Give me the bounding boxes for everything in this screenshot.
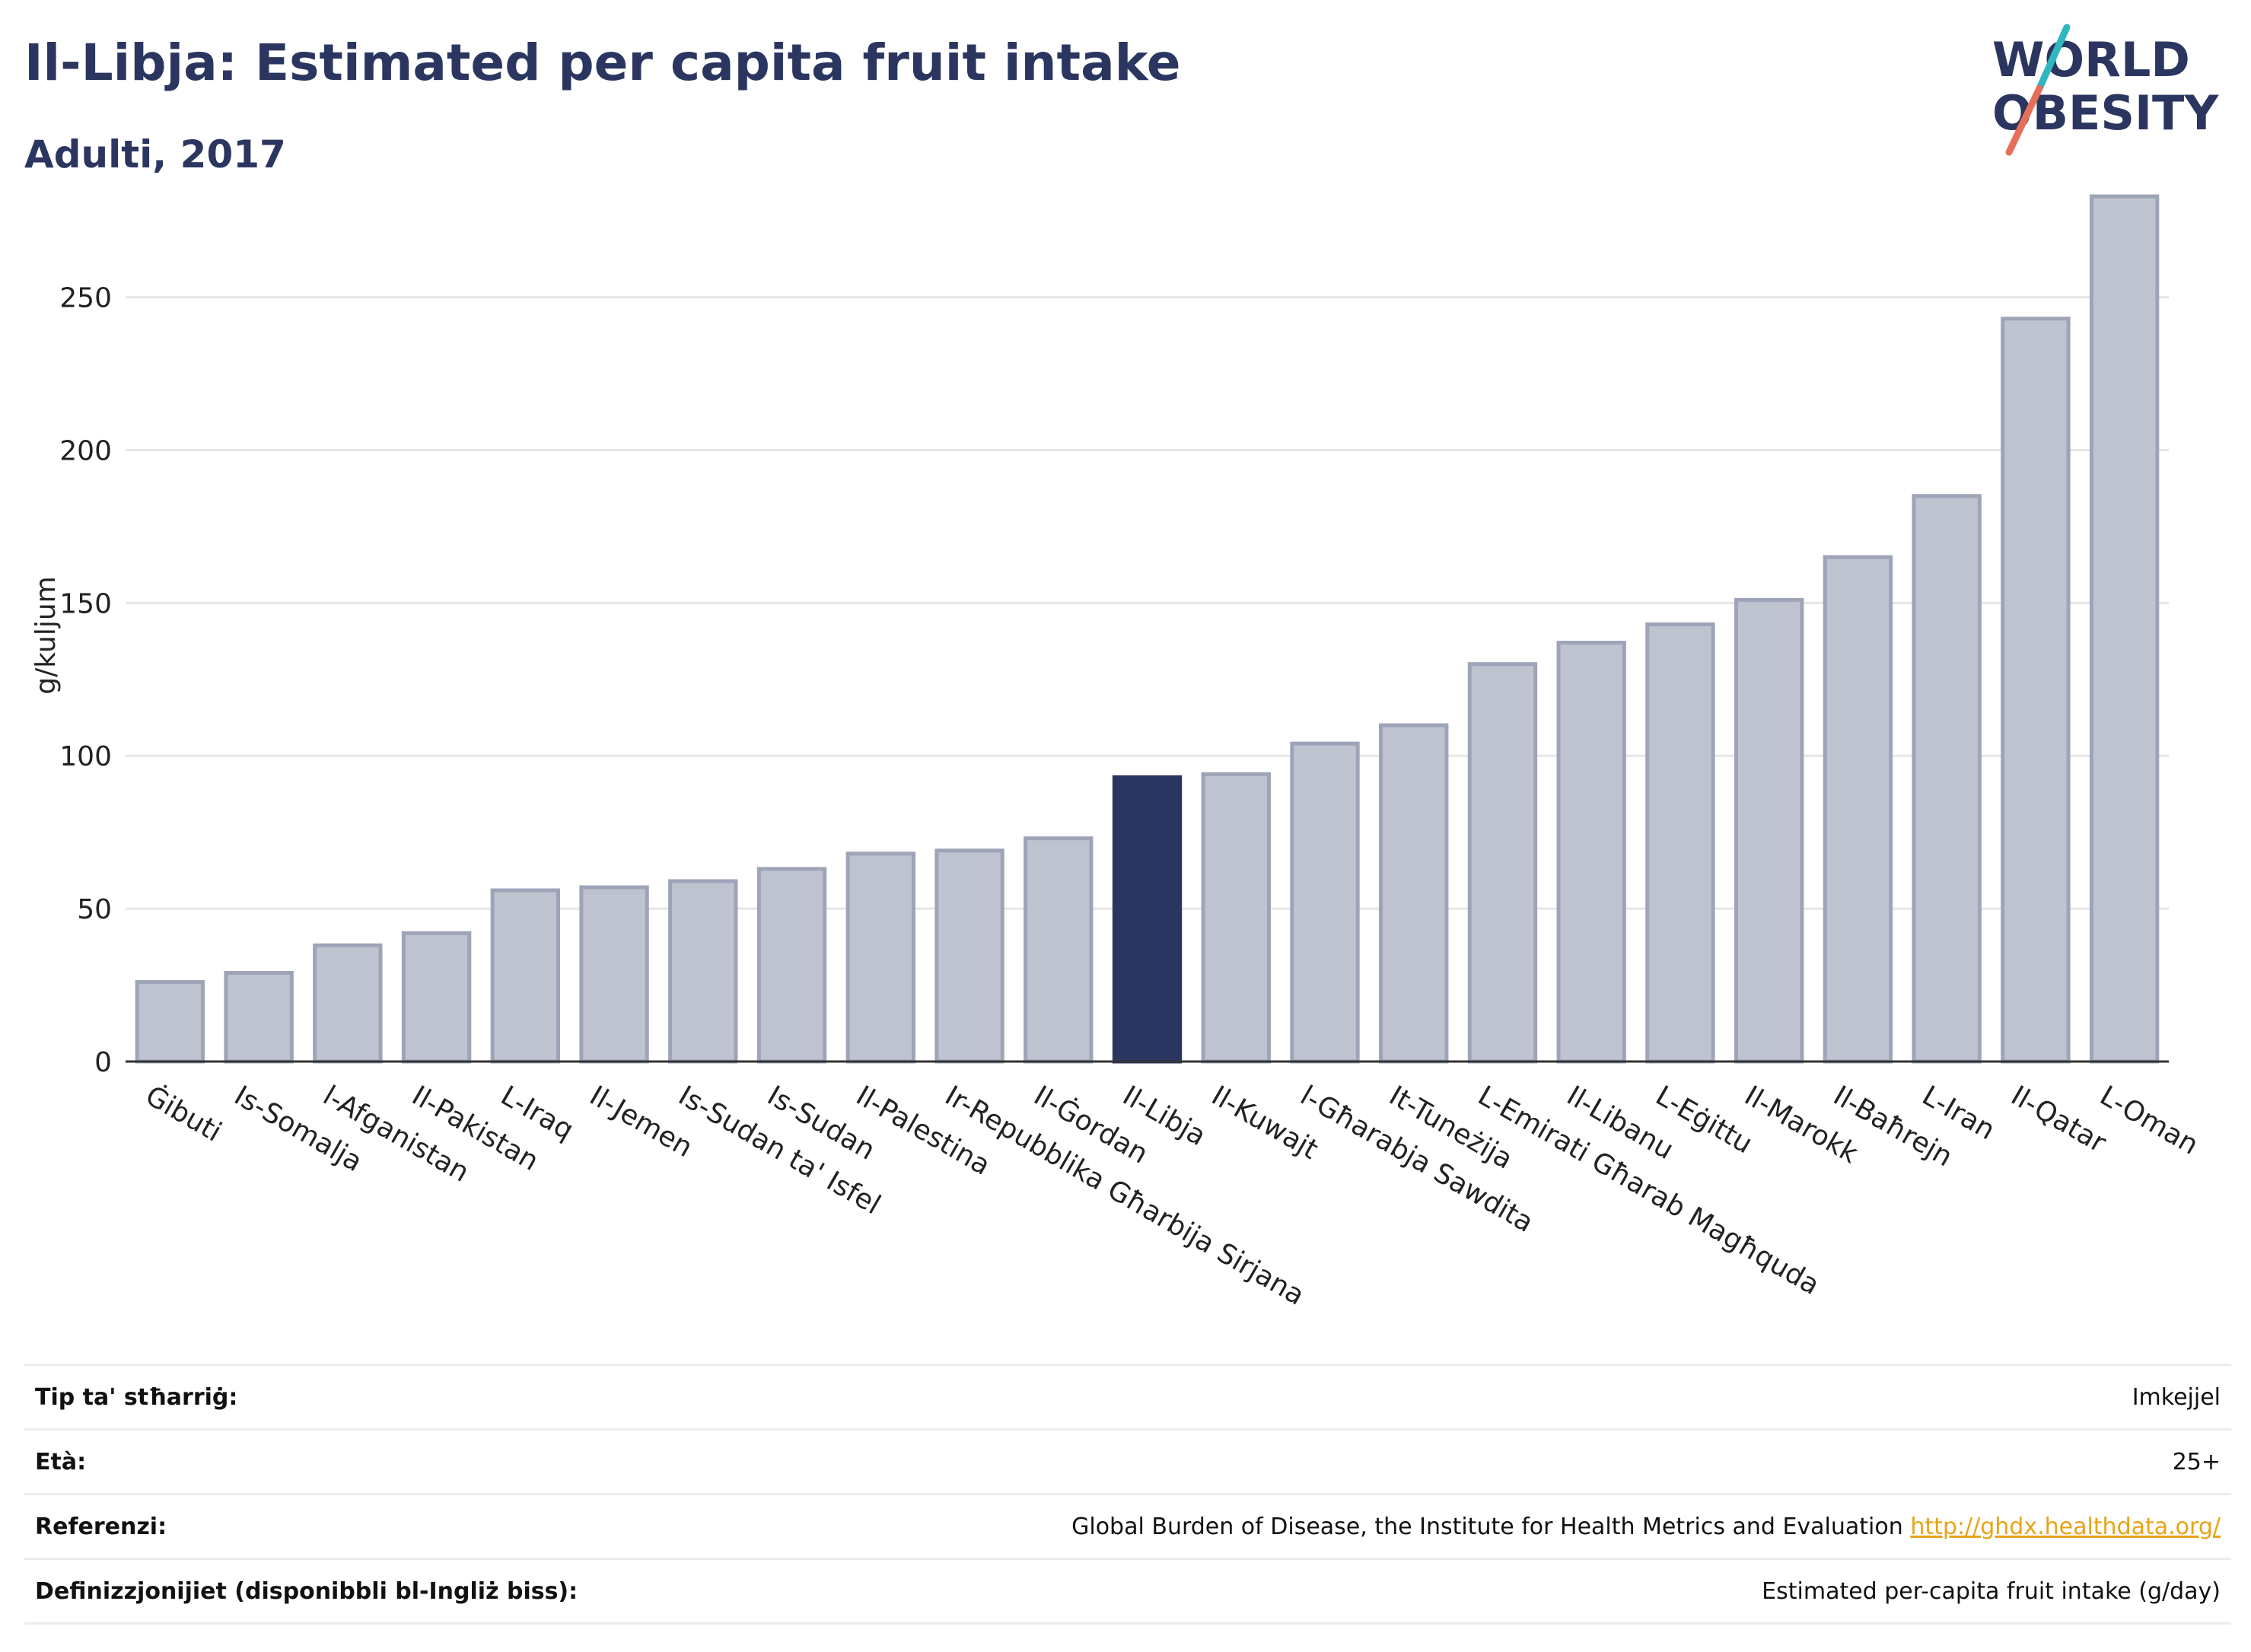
- bar: [1024, 836, 1094, 1064]
- info-label: Tip ta' stħarriġ:: [35, 1383, 238, 1411]
- y-axis-label: g/kuljum: [30, 576, 62, 694]
- bar: [934, 848, 1005, 1064]
- bar: [845, 851, 915, 1064]
- info-value: 25+: [2173, 1449, 2231, 1475]
- bar: [1201, 772, 1271, 1064]
- info-row: Età: 25+: [24, 1428, 2231, 1493]
- bar: [1290, 741, 1360, 1064]
- bar: [756, 867, 827, 1064]
- bar: [2001, 317, 2071, 1064]
- bar: [1912, 494, 1982, 1064]
- bar: [2089, 194, 2160, 1064]
- info-value: Global Burden of Disease, the Institute …: [1071, 1514, 2231, 1540]
- y-tick-label: 200: [59, 435, 112, 466]
- info-value-text: Global Burden of Disease, the Institute …: [1071, 1513, 1903, 1540]
- bar: [668, 879, 738, 1064]
- info-row: Referenzi: Global Burden of Disease, the …: [24, 1493, 2231, 1558]
- bar: [579, 885, 649, 1064]
- chart-title: Il-Libja: Estimated per capita fruit int…: [24, 33, 1181, 92]
- info-label: Definizzjonijiet (disponibbli bl-Ingliż …: [35, 1577, 578, 1605]
- info-label: Referenzi:: [35, 1513, 167, 1540]
- bars-layer: [135, 194, 2160, 1064]
- bar: [401, 931, 472, 1064]
- info-value: Imkejjel: [2132, 1384, 2231, 1411]
- x-tick-label: Ġibuti: [140, 1080, 227, 1148]
- bar-chart: 0 50 100 150 200 250 Ġibuti Is-Somaljal-Afgani…: [30, 194, 2204, 1312]
- x-ticks-layer: Ġibuti Is-Somaljal-AfganistanIl-PakistanL…: [140, 1080, 2203, 1312]
- y-tick-label: 100: [59, 741, 112, 772]
- logo-accent-teal: [2036, 24, 2071, 92]
- bar: [1556, 641, 1626, 1064]
- bar: [224, 970, 294, 1064]
- info-value-text: Estimated per-capita fruit intake (g/day…: [1762, 1577, 2221, 1605]
- info-value: Estimated per-capita fruit intake (g/day…: [1762, 1578, 2231, 1605]
- info-label: Età:: [35, 1448, 87, 1475]
- y-ticks-layer: 0 50 100 150 200 250: [59, 283, 112, 1078]
- y-tick-label: 50: [77, 894, 112, 925]
- info-value-text: 25+: [2172, 1448, 2221, 1475]
- bar: [1645, 622, 1715, 1064]
- world-obesity-logo: WORLD OBESITY: [1992, 24, 2219, 156]
- y-tick-label: 0: [94, 1047, 112, 1078]
- info-row: Tip ta' stħarriġ: Imkejjel: [24, 1364, 2231, 1428]
- x-tick-label: Il-Qatar: [2006, 1080, 2112, 1159]
- bar: [135, 980, 205, 1064]
- x-tick-label: L-Oman: [2094, 1080, 2203, 1160]
- info-table: Tip ta' stħarriġ: Imkejjel Età: 25+ Referenz…: [24, 1364, 2231, 1625]
- reference-link[interactable]: http://ghdx.healthdata.org/: [1910, 1513, 2221, 1540]
- y-tick-label: 250: [59, 283, 112, 314]
- info-row: Definizzjonijiet (disponibbli bl-Ingliż …: [24, 1558, 2231, 1625]
- chart-subtitle: Adulti, 2017: [24, 132, 286, 177]
- bar: [1467, 662, 1538, 1064]
- logo-accent-coral: [2005, 84, 2043, 156]
- y-tick-label: 150: [59, 588, 112, 619]
- bar: [313, 943, 383, 1064]
- logo-line1: WORLD: [1992, 32, 2190, 88]
- bar: [490, 888, 561, 1064]
- bar: [1734, 597, 1804, 1064]
- info-value-text: Imkejjel: [2132, 1383, 2221, 1411]
- bar: [1379, 723, 1449, 1064]
- bar-highlight: [1112, 775, 1183, 1064]
- bar: [1823, 555, 1893, 1064]
